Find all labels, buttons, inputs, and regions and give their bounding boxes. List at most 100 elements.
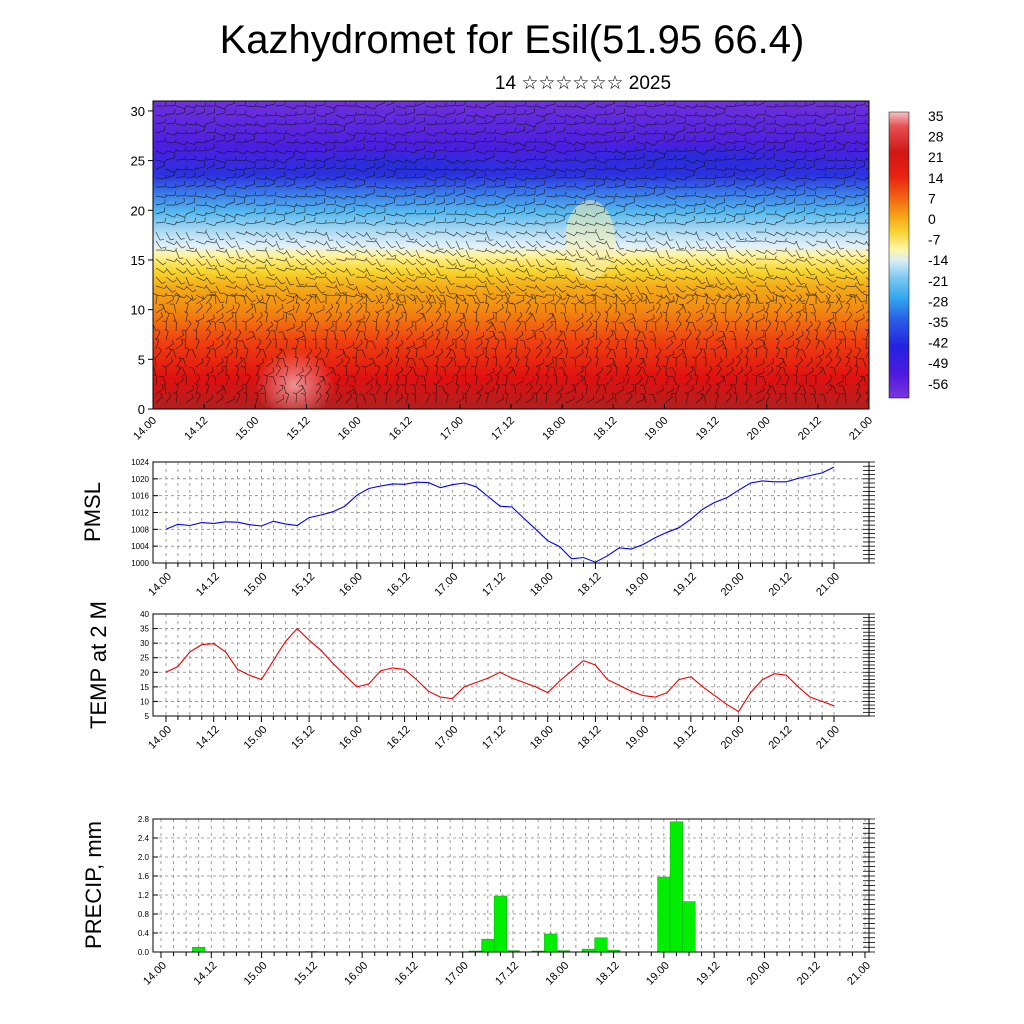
- wind-barb-flag: [363, 293, 368, 296]
- wind-barb: [665, 138, 675, 143]
- wind-barb: [815, 267, 824, 274]
- wind-barb: [605, 340, 611, 350]
- wind-barb: [305, 105, 315, 109]
- wind-barb: [555, 150, 565, 155]
- wind-barb: [665, 158, 675, 161]
- wind-barb: [765, 349, 768, 359]
- wind-barb-flag: [181, 282, 186, 285]
- wind-barb: [714, 304, 717, 314]
- wind-barb: [395, 358, 400, 368]
- wind-barb: [205, 211, 215, 215]
- wind-barb: [375, 240, 382, 249]
- wind-barb: [435, 210, 445, 215]
- wind-barb: [214, 322, 217, 332]
- wind-barb: [365, 140, 376, 143]
- wind-barb: [844, 394, 847, 404]
- wind-barb: [825, 167, 835, 170]
- wind-barb-flag: [223, 293, 228, 296]
- wind-barb: [545, 285, 555, 291]
- wind-barb-flag: [545, 364, 550, 368]
- wind-barb-flag: [823, 270, 827, 274]
- wind-barb-flag: [414, 209, 417, 214]
- wind-barb-flag: [362, 245, 366, 248]
- wind-barb: [245, 132, 255, 136]
- wind-barb-flag: [551, 237, 556, 240]
- wind-barb-flag: [461, 330, 464, 335]
- wind-barb: [295, 150, 305, 155]
- wind-barb-flag: [844, 103, 847, 108]
- wind-barb: [625, 158, 635, 161]
- wind-barb: [625, 240, 635, 243]
- wind-barb-flag: [312, 338, 317, 341]
- wind-barb-flag: [864, 128, 867, 133]
- wind-barb-flag: [394, 132, 398, 137]
- wind-barb: [325, 294, 336, 297]
- wind-barb: [164, 385, 167, 395]
- wind-barb-flag: [849, 365, 852, 370]
- wind-barb-flag: [314, 147, 317, 152]
- wind-barb: [745, 342, 753, 350]
- wind-barb: [865, 177, 869, 180]
- wind-barb: [243, 295, 247, 305]
- wind-barb: [455, 258, 461, 267]
- wind-barb: [365, 267, 371, 277]
- wind-barb: [545, 393, 548, 404]
- wind-barb: [645, 123, 656, 126]
- wind-barb-flag: [524, 201, 527, 206]
- wind-barb: [465, 240, 470, 250]
- wind-barb: [424, 385, 427, 395]
- wind-barb: [445, 343, 454, 350]
- wind-barb: [305, 130, 315, 134]
- wind-barb: [685, 332, 692, 341]
- wind-barb-flag: [333, 338, 338, 341]
- wind-barb: [665, 120, 675, 125]
- wind-barb-flag: [482, 293, 487, 296]
- wind-barb-flag: [720, 238, 725, 241]
- wind-barb: [845, 285, 856, 287]
- wind-barb-flag: [564, 256, 567, 261]
- wind-barb-flag: [714, 266, 718, 271]
- wind-barb: [195, 213, 205, 217]
- wind-barb: [435, 158, 445, 161]
- wind-barb-flag: [489, 293, 494, 295]
- wind-barb-flag: [283, 338, 288, 341]
- wind-barb: [162, 376, 167, 386]
- wind-barb-flag: [471, 365, 476, 368]
- wind-barb: [285, 294, 295, 299]
- wind-barb-flag: [524, 190, 526, 195]
- wind-barb-flag: [201, 357, 204, 362]
- wind-barb-flag: [244, 230, 248, 235]
- wind-barb-flag: [790, 312, 793, 317]
- wind-barb-flag: [731, 320, 736, 323]
- wind-barb: [505, 131, 516, 134]
- wind-barb-flag: [353, 347, 358, 350]
- wind-barb: [845, 120, 855, 125]
- wind-barb-flag: [494, 214, 498, 218]
- wind-barb-flag: [592, 331, 595, 336]
- wind-barb: [375, 285, 385, 291]
- wind-barb-flag: [183, 311, 188, 314]
- wind-barb: [675, 307, 684, 314]
- wind-barb: [805, 211, 815, 215]
- wind-barb-flag: [244, 129, 247, 134]
- wind-barb: [495, 231, 505, 235]
- wind-barb: [275, 276, 282, 285]
- wind-barb: [295, 285, 306, 288]
- wind-barb-flag: [244, 156, 247, 162]
- wind-barb: [295, 276, 301, 286]
- wind-barb-flag: [464, 159, 468, 164]
- wind-barb: [763, 340, 767, 350]
- wind-barb: [575, 379, 584, 386]
- wind-barb-flag: [392, 272, 396, 275]
- wind-barb: [802, 385, 807, 395]
- wind-barb: [735, 168, 745, 173]
- wind-barb: [464, 366, 467, 377]
- wind-barb-flag: [622, 261, 627, 265]
- wind-barb-flag: [304, 140, 307, 144]
- wind-barb: [265, 231, 274, 238]
- wind-barb: [425, 192, 435, 197]
- wind-barb: [495, 220, 505, 224]
- wind-barb-flag: [433, 259, 437, 264]
- wind-barb: [225, 123, 235, 128]
- wind-barb-flag: [682, 356, 687, 359]
